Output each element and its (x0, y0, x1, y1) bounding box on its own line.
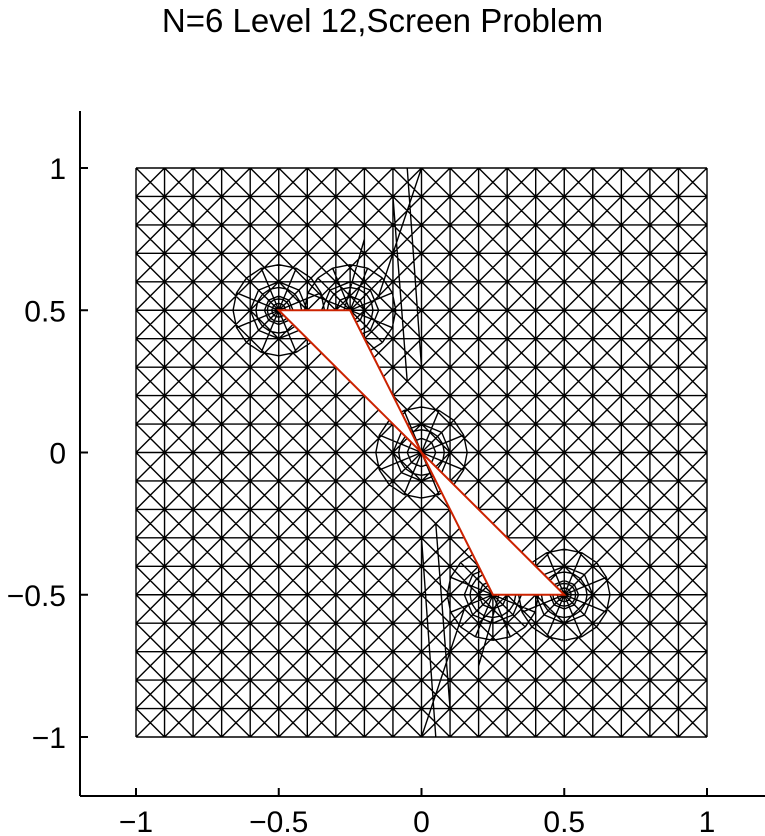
x-tick-label: 0.5 (543, 806, 585, 836)
y-tick-label: 0.5 (24, 295, 66, 328)
y-tick-label: −1 (32, 722, 66, 755)
screen-triangle-2 (420, 451, 567, 596)
chart-title: N=6 Level 12,Screen Problem (161, 2, 604, 39)
y-tick-label: 1 (49, 153, 66, 186)
x-tick-label: −0.5 (249, 806, 308, 836)
screen-polygons (276, 309, 567, 596)
y-tick-label: −0.5 (7, 580, 66, 613)
x-tick-label: 1 (699, 806, 716, 836)
x-tick-label: −1 (119, 806, 153, 836)
screen-triangle-1 (276, 309, 423, 454)
axes: −1 −0.5 0 0.5 1 −1 −0.5 0 0.5 1 (7, 111, 765, 836)
y-tick-label: 0 (49, 438, 66, 471)
x-tick-label: 0 (413, 806, 430, 836)
